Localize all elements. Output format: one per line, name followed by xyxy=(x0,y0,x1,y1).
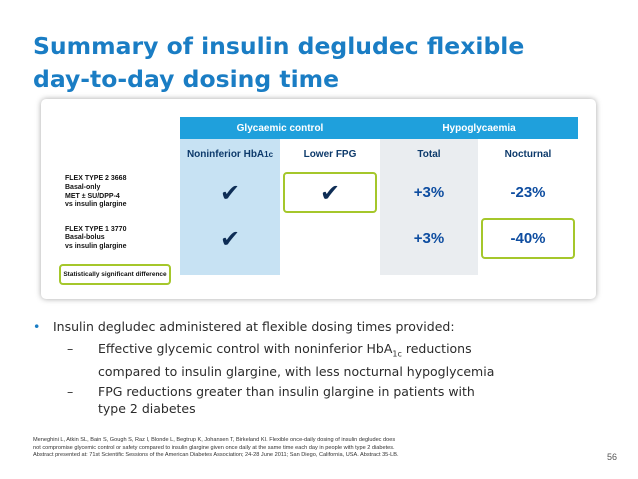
significance-highlight-lower-fpg xyxy=(283,172,377,213)
row1-lower-fpg-cell: ✔ xyxy=(280,169,380,216)
header-hypoglycaemia: Hypoglycaemia xyxy=(380,117,578,139)
sub-bullet-fpg: – FPG reductions greater than insulin gl… xyxy=(67,383,613,417)
sub-bullet-2-text-b: type 2 diabetes xyxy=(98,400,196,416)
row2-label-line-3: vs insulin glargine xyxy=(65,242,127,250)
sub-bullet-glycemic: – Effective glycemic control with noninf… xyxy=(67,340,613,380)
col-header-total: Total xyxy=(380,139,478,169)
row2-label-line-1: FLEX TYPE 1 3770 xyxy=(65,225,127,233)
bullet-main-text: Insulin degludec administered at flexibl… xyxy=(53,319,455,334)
row1-label-line-2: Basal-only xyxy=(65,183,101,191)
significance-highlight-nocturnal xyxy=(481,218,575,259)
row2-noninferior-cell: ✔ xyxy=(180,216,280,261)
col-header-noninferior-text: Noninferior HbA xyxy=(186,148,265,160)
row2-lower-fpg-cell xyxy=(280,216,380,261)
row1-label-line-4: vs insulin glargine xyxy=(65,201,127,209)
reference-line-1: Meneghini L, Atkin SL, Bain S, Gough S, … xyxy=(33,437,396,443)
summary-table-panel: Glycaemic control Hypoglycaemia Noninfer… xyxy=(41,99,596,299)
checkmark-icon: ✔ xyxy=(219,178,241,207)
col-header-nocturnal: Nocturnal xyxy=(504,148,552,160)
checkmark-icon: ✔ xyxy=(219,224,241,253)
bullet-list: • Insulin degludec administered at flexi… xyxy=(33,317,613,417)
bullet-dot-icon: • xyxy=(33,319,41,334)
noninferior-column-footer xyxy=(180,261,280,275)
slide-title-line-1: Summary of insulin degludec flexible xyxy=(33,32,525,60)
references: Meneghini L, Atkin SL, Bain S, Gough S, … xyxy=(33,437,593,460)
row1-noninferior-cell: ✔ xyxy=(180,169,280,216)
checkmark-icon: ✔ xyxy=(319,178,341,207)
dash-icon: – xyxy=(67,341,74,356)
col-header-noninferior-sub: 1c xyxy=(264,149,274,159)
row-label-flex-type-2: FLEX TYPE 2 3668 Basal-only MET ± SU/DPP… xyxy=(59,169,180,216)
row1-total-cell: +3% xyxy=(380,169,478,216)
sub-bullet-1-text-b: reductions xyxy=(401,341,472,356)
row1-nocturnal-cell: -23% xyxy=(510,184,546,201)
sub-bullet-2-text-a: FPG reductions greater than insulin glar… xyxy=(98,383,475,399)
summary-table: Glycaemic control Hypoglycaemia Noninfer… xyxy=(59,117,578,285)
row2-total-cell: +3% xyxy=(380,216,478,261)
row1-label-line-3: MET ± SU/DPP-4 xyxy=(65,192,120,200)
sub-bullet-1-sub: 1c xyxy=(392,349,402,359)
row2-label-line-2: Basal-bolus xyxy=(65,234,105,242)
sub-bullet-1-text-a: Effective glycemic control with noninfer… xyxy=(98,341,393,356)
row-label-flex-type-1: FLEX TYPE 1 3770 Basal-bolus vs insulin … xyxy=(59,216,180,261)
page-number: 56 xyxy=(606,452,617,462)
row1-label-line-1: FLEX TYPE 2 3668 xyxy=(65,175,127,183)
col-header-noninferior-hba1c: Noninferior HbA 1c xyxy=(180,139,280,169)
slide-title: Summary of insulin degludec flexible day… xyxy=(33,30,623,96)
significance-legend: Statistically significant difference xyxy=(59,264,171,285)
header-glycaemic-control: Glycaemic control xyxy=(180,117,380,139)
total-column-footer xyxy=(380,261,478,275)
col-header-lower-fpg: Lower FPG xyxy=(303,148,357,160)
sub-bullet-1-text-c: compared to insulin glargine, with less … xyxy=(98,363,495,379)
bullet-main: • Insulin degludec administered at flexi… xyxy=(33,317,613,337)
slide-title-line-2: day-to-day dosing time xyxy=(33,65,340,93)
dash-icon: – xyxy=(67,383,74,399)
reference-line-2: not compromise glycemic control or safet… xyxy=(33,444,395,451)
reference-line-3: Abstract presented at: 71st Scientific S… xyxy=(33,452,399,459)
row2-nocturnal-cell: -40% xyxy=(510,230,546,247)
